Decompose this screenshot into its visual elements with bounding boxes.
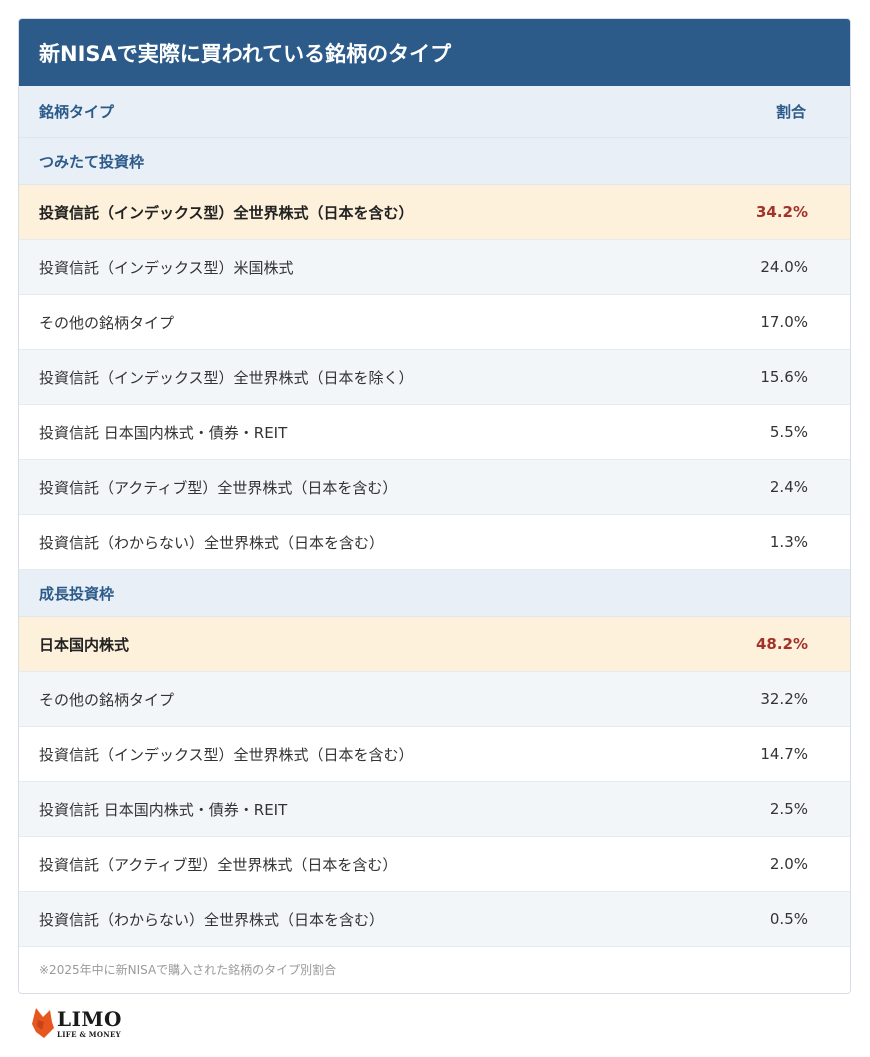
table-row: 投資信託 日本国内株式・債券・REIT 2.5% [19,782,850,837]
table-row: 投資信託（インデックス型）全世界株式（日本を含む） 34.2% [19,185,850,240]
row-name: 投資信託 日本国内株式・債券・REIT [39,800,288,819]
table-header-row: 銘柄タイプ 割合 [19,86,850,138]
row-value: 1.3% [769,533,808,551]
row-name: 投資信託（わからない）全世界株式（日本を含む） [39,910,385,929]
row-value: 0.5% [769,910,808,928]
table-row: 投資信託（アクティブ型）全世界株式（日本を含む） 2.0% [19,837,850,892]
row-name: 日本国内株式 [39,635,130,654]
row-value: 5.5% [769,423,808,441]
row-name: 投資信託（インデックス型）米国株式 [39,258,294,277]
fox-head-icon [32,1008,54,1038]
row-name: 投資信託（インデックス型）全世界株式（日本を除く） [39,368,414,387]
section-seicho: 成長投資枠 [19,570,850,617]
row-value: 32.2% [760,690,808,708]
row-name: 投資信託（アクティブ型）全世界株式（日本を含む） [39,855,398,874]
row-name: その他の銘柄タイプ [39,313,175,332]
row-name: 投資信託（インデックス型）全世界株式（日本を含む） [39,203,414,222]
row-name: 投資信託（インデックス型）全世界株式（日本を含む） [39,745,414,764]
table-title: 新NISAで実際に買われている銘柄のタイプ [19,19,850,86]
limo-logo: LIMO LIFE & MONEY [32,1008,122,1039]
table-row: その他の銘柄タイプ 32.2% [19,672,850,727]
row-value: 15.6% [760,368,808,386]
table-row: 日本国内株式 48.2% [19,617,850,672]
logo-wordmark: LIMO [57,1007,122,1031]
row-value: 14.7% [760,745,808,763]
row-name: 投資信託 日本国内株式・債券・REIT [39,423,288,442]
row-value: 17.0% [760,313,808,331]
table-row: 投資信託（インデックス型）米国株式 24.0% [19,240,850,295]
ratio-table-card: 新NISAで実際に買われている銘柄のタイプ 銘柄タイプ 割合 つみたて投資枠 投… [18,18,851,994]
footnote: ※2025年中に新NISAで購入された銘柄のタイプ別割合 [19,947,850,992]
table-row: 投資信託（インデックス型）全世界株式（日本を除く） 15.6% [19,350,850,405]
table-row: 投資信託（アクティブ型）全世界株式（日本を含む） 2.4% [19,460,850,515]
table-row: 投資信託 日本国内株式・債券・REIT 5.5% [19,405,850,460]
row-value: 48.2% [755,635,808,653]
section-tsumitate: つみたて投資枠 [19,138,850,185]
row-value: 2.0% [769,855,808,873]
table-row: 投資信託（インデックス型）全世界株式（日本を含む） 14.7% [19,727,850,782]
logo-tagline: LIFE & MONEY [57,1030,121,1039]
row-value: 2.4% [769,478,808,496]
header-ratio: 割合 [775,103,806,121]
header-type: 銘柄タイプ [39,103,115,121]
row-value: 2.5% [769,800,808,818]
row-name: その他の銘柄タイプ [39,690,175,709]
row-value: 34.2% [755,203,808,221]
row-name: 投資信託（アクティブ型）全世界株式（日本を含む） [39,478,398,497]
table-row: 投資信託（わからない）全世界株式（日本を含む） 1.3% [19,515,850,570]
row-name: 投資信託（わからない）全世界株式（日本を含む） [39,533,385,552]
row-value: 24.0% [760,258,808,276]
table-row: 投資信託（わからない）全世界株式（日本を含む） 0.5% [19,892,850,947]
table-row: その他の銘柄タイプ 17.0% [19,295,850,350]
